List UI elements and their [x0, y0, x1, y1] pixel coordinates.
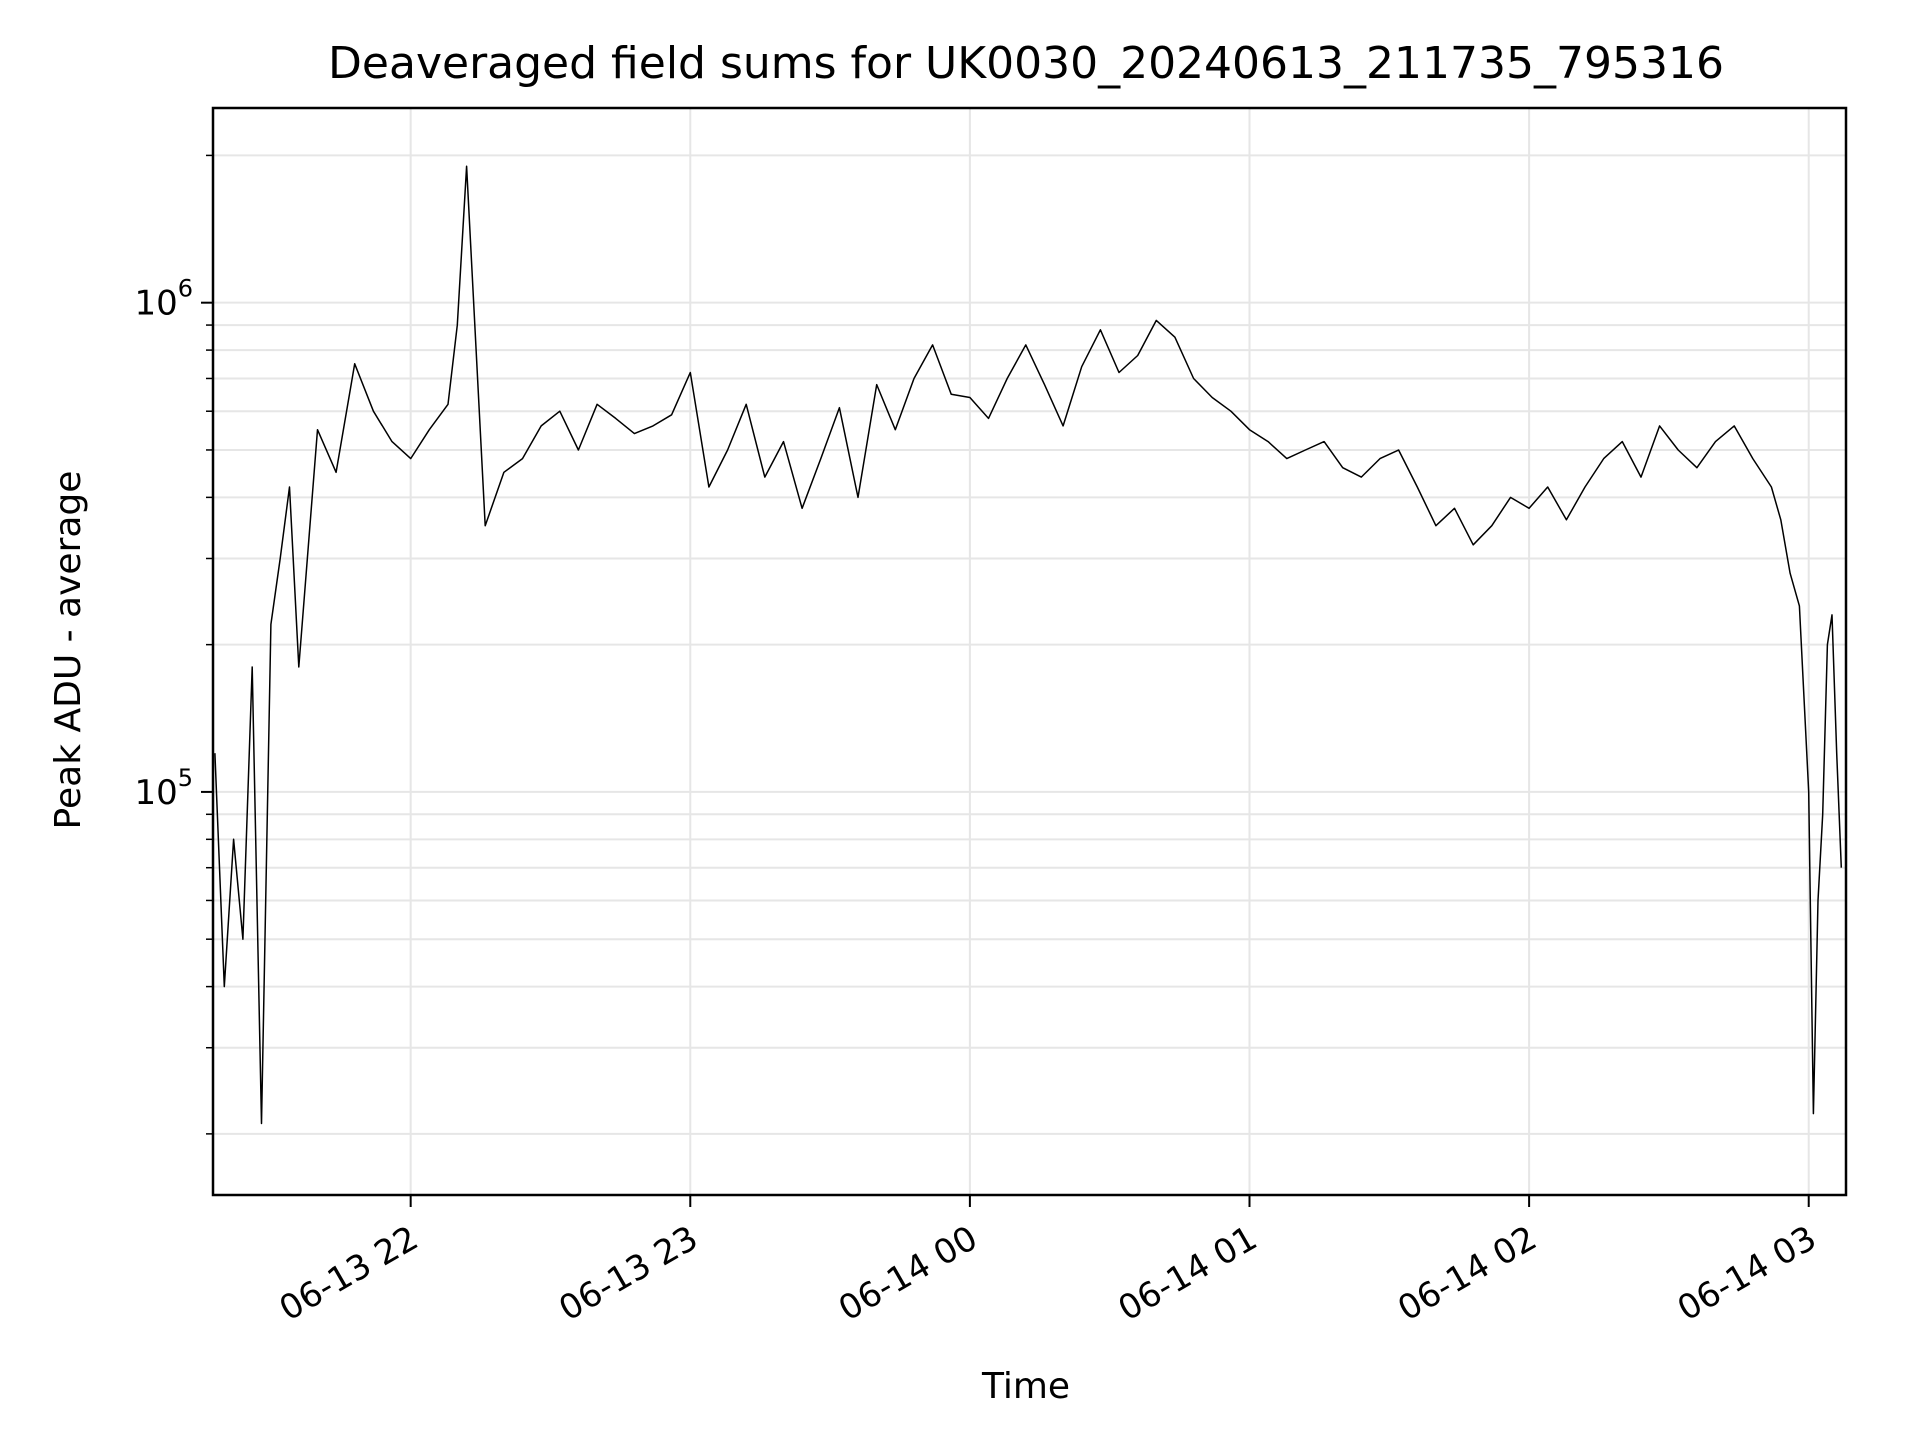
y-axis-minor-ticks — [206, 154, 213, 1135]
y-axis-ticks: 105 106 — [134, 275, 213, 813]
y-tick-label: 105 — [134, 764, 193, 813]
chart-title: Deaveraged field sums for UK0030_2024061… — [328, 38, 1724, 89]
plot-frame — [211, 106, 1848, 1197]
y-axis-title: Peak ADU - average — [48, 471, 89, 830]
series-line — [214, 165, 1843, 1125]
y-tick-label: 106 — [134, 275, 193, 324]
y-minor-grid — [213, 154, 1846, 1135]
x-axis-title: Time — [981, 1366, 1070, 1407]
x-grid — [409, 108, 1810, 1195]
series-group — [214, 165, 1843, 1125]
y-major-grid — [213, 301, 1846, 793]
